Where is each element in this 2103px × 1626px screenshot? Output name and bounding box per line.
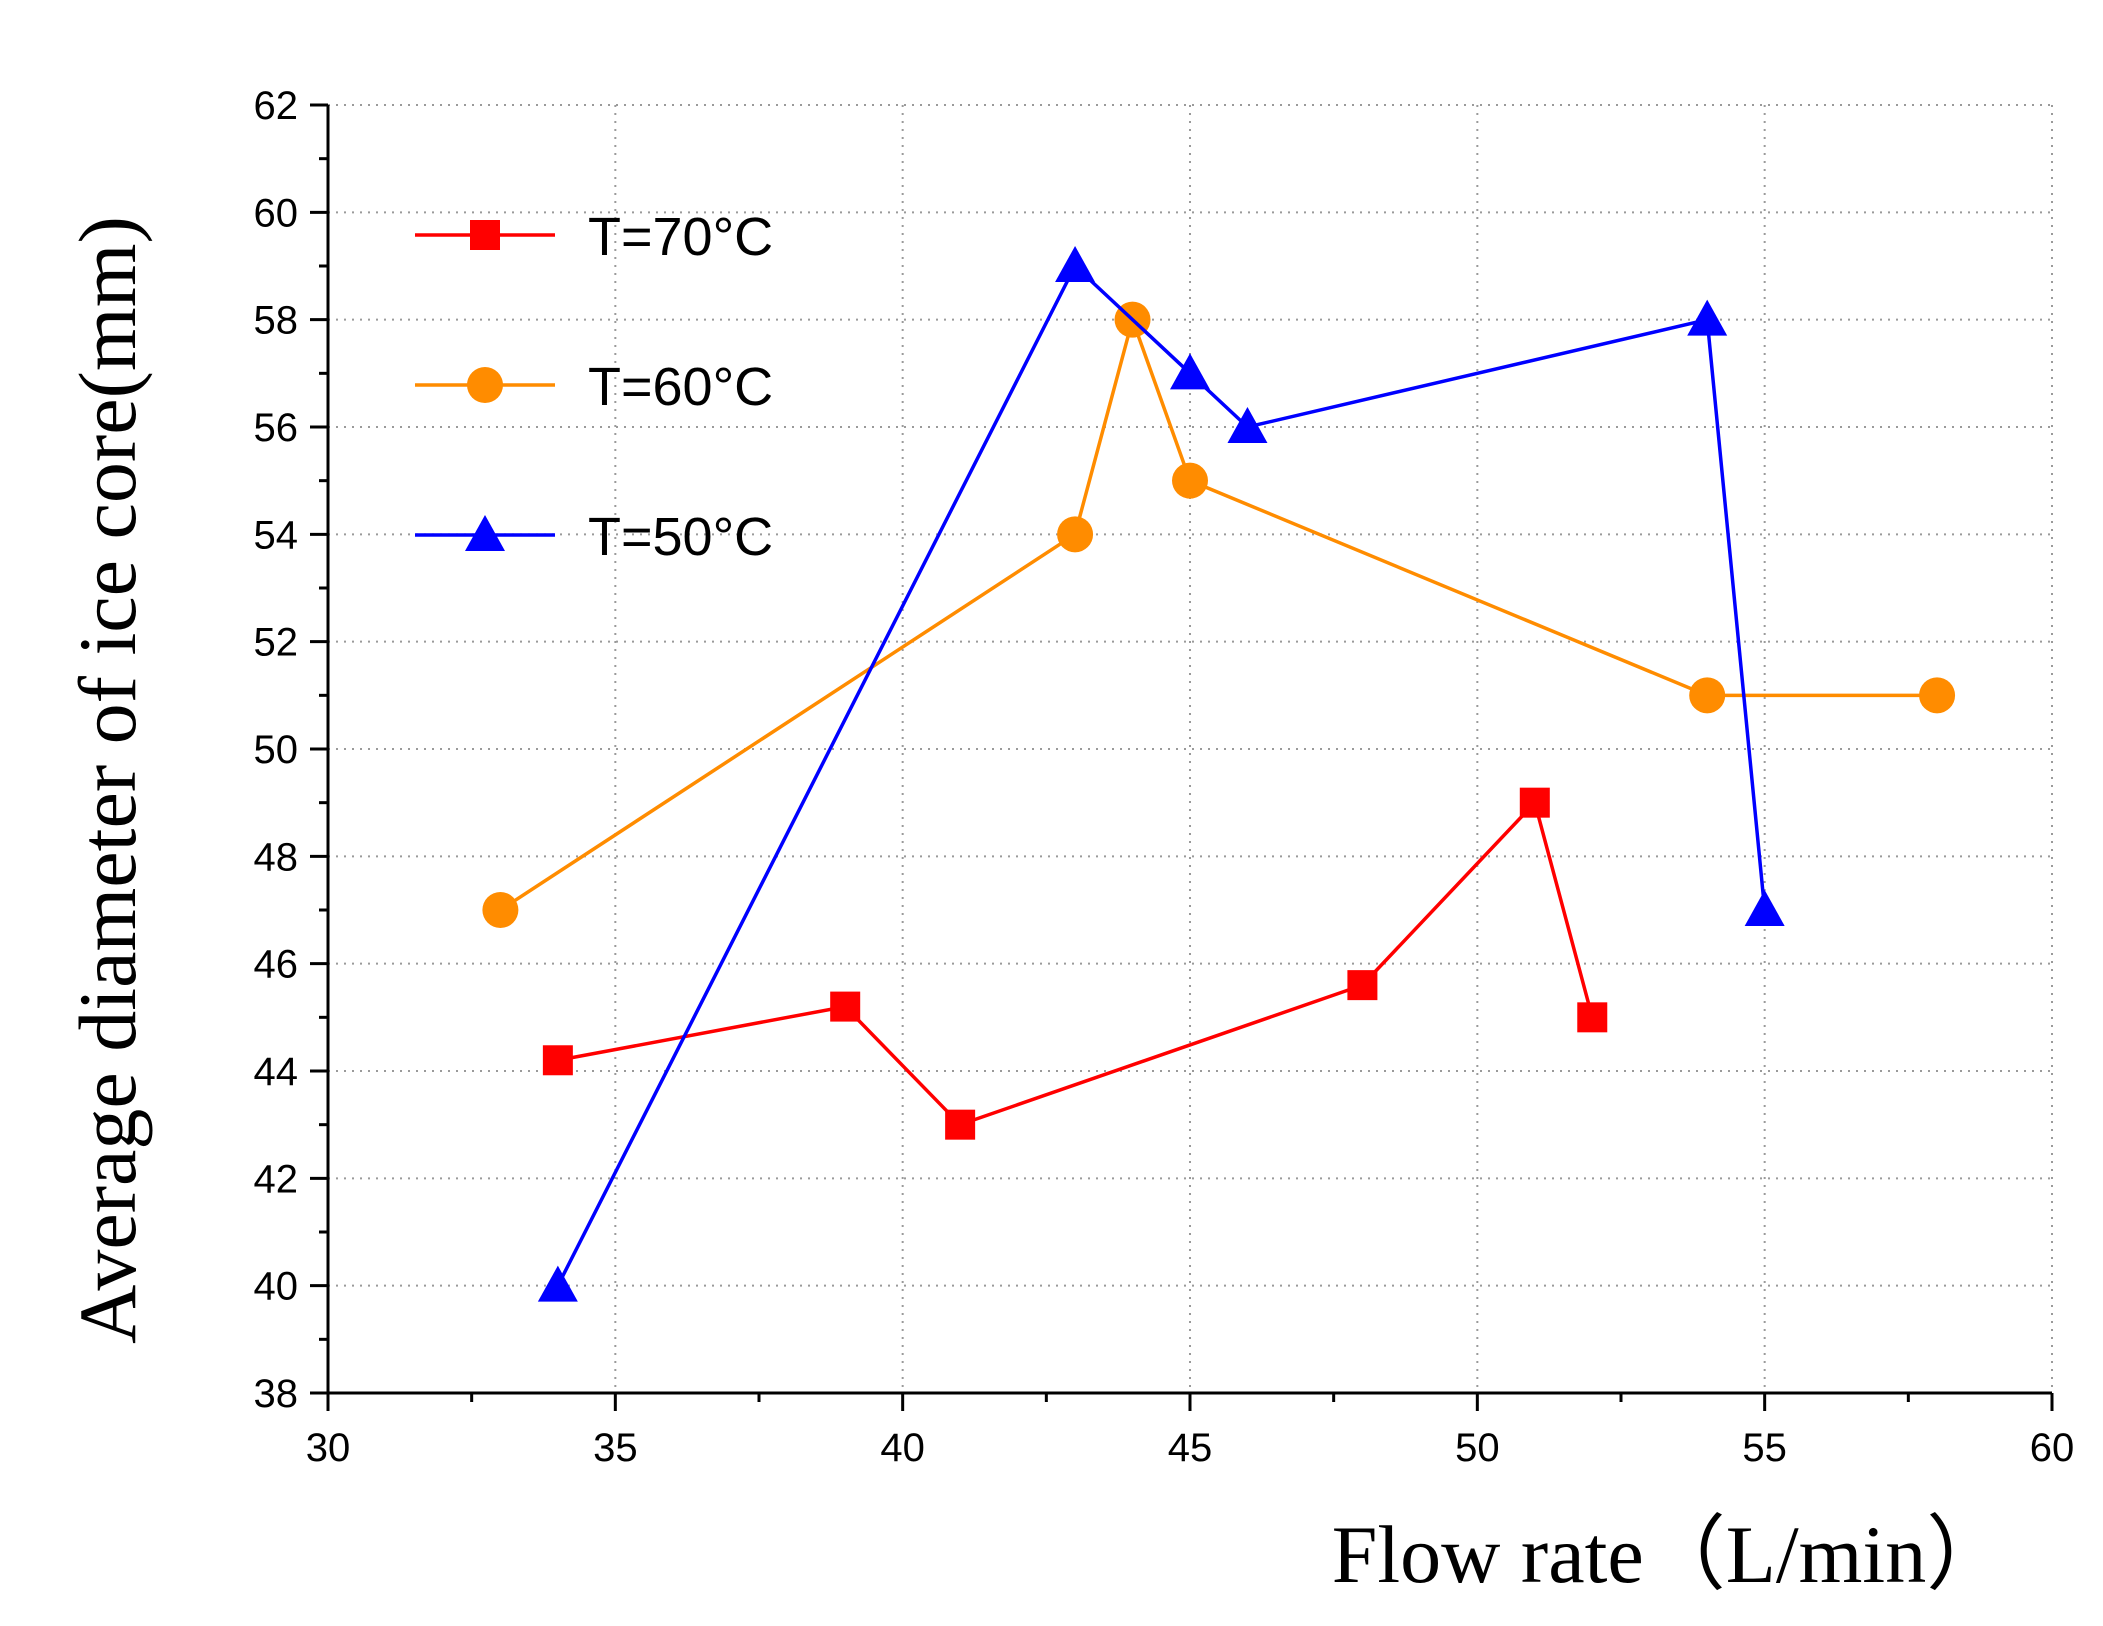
legend: T=70°C T=60°C T=50°C <box>415 207 773 567</box>
data-point-t60 <box>1057 516 1094 553</box>
data-point-t50 <box>1170 353 1210 390</box>
grid <box>328 104 2053 1393</box>
series-line-t50 <box>556 263 1767 1287</box>
legend-item-t70: T=70°C <box>415 207 773 267</box>
x-tick-label: 60 <box>2030 1426 2075 1470</box>
legend-label: T=60°C <box>588 357 773 417</box>
data-point-t60 <box>1689 677 1726 714</box>
data-point-t60 <box>1919 677 1956 714</box>
legend-marker <box>470 220 500 250</box>
series-line-t70 <box>557 799 1594 1127</box>
y-tick-label: 52 <box>254 621 299 665</box>
data-point-t60 <box>482 892 519 928</box>
x-axis-label: Flow rate（L/min） <box>1332 1509 2008 1600</box>
y-tick-label: 46 <box>254 943 299 987</box>
y-tick-label: 44 <box>254 1050 299 1094</box>
series-t70 <box>542 787 1608 1140</box>
series <box>482 246 1956 1302</box>
data-point-t70 <box>542 1045 573 1076</box>
legend-item-t50: T=50°C <box>415 507 773 567</box>
y-tick-label: 48 <box>254 835 299 879</box>
data-point-t50 <box>1744 890 1785 926</box>
series-t50 <box>537 246 1785 1302</box>
data-point-t50 <box>1055 246 1096 282</box>
x-tick-label: 45 <box>1168 1426 1213 1470</box>
y-tick-label: 56 <box>254 406 299 450</box>
data-point-t70 <box>830 991 861 1022</box>
data-point-t50 <box>1227 407 1268 443</box>
legend-marker <box>467 367 503 403</box>
y-tick-label: 40 <box>254 1265 299 1309</box>
data-point-t70 <box>1519 787 1550 818</box>
x-tick-label: 40 <box>880 1426 925 1470</box>
x-tick-label: 50 <box>1455 1426 1500 1470</box>
legend-label: T=70°C <box>588 207 773 267</box>
data-point-t50 <box>1687 299 1728 336</box>
y-tick-label: 50 <box>254 728 299 772</box>
y-tick-label: 60 <box>254 191 299 235</box>
y-tick-label: 62 <box>254 84 299 128</box>
axis-ticks: 38 40 42 44 46 48 50 52 54 56 58 60 62 30 35 40 45 50 55 60 <box>254 84 2075 1470</box>
x-tick-label: 30 <box>306 1426 351 1470</box>
legend-label: T=50°C <box>588 507 773 567</box>
y-tick-label: 58 <box>254 299 299 343</box>
y-tick-label: 42 <box>254 1157 299 1201</box>
data-point-t70 <box>945 1109 976 1140</box>
y-tick-label: 38 <box>254 1372 299 1416</box>
y-axis-label: Average diameter of ice core(mm) <box>62 216 153 1344</box>
legend-marker <box>465 515 505 551</box>
x-tick-label: 55 <box>1742 1426 1787 1470</box>
y-tick-label: 54 <box>254 513 299 557</box>
data-point-t60 <box>1172 462 1208 499</box>
data-point-t70 <box>1347 970 1378 1001</box>
legend-item-t60: T=60°C <box>415 357 773 417</box>
data-point-t70 <box>1577 1002 1608 1033</box>
x-tick-label: 35 <box>593 1426 638 1470</box>
data-point-t50 <box>537 1265 578 1302</box>
